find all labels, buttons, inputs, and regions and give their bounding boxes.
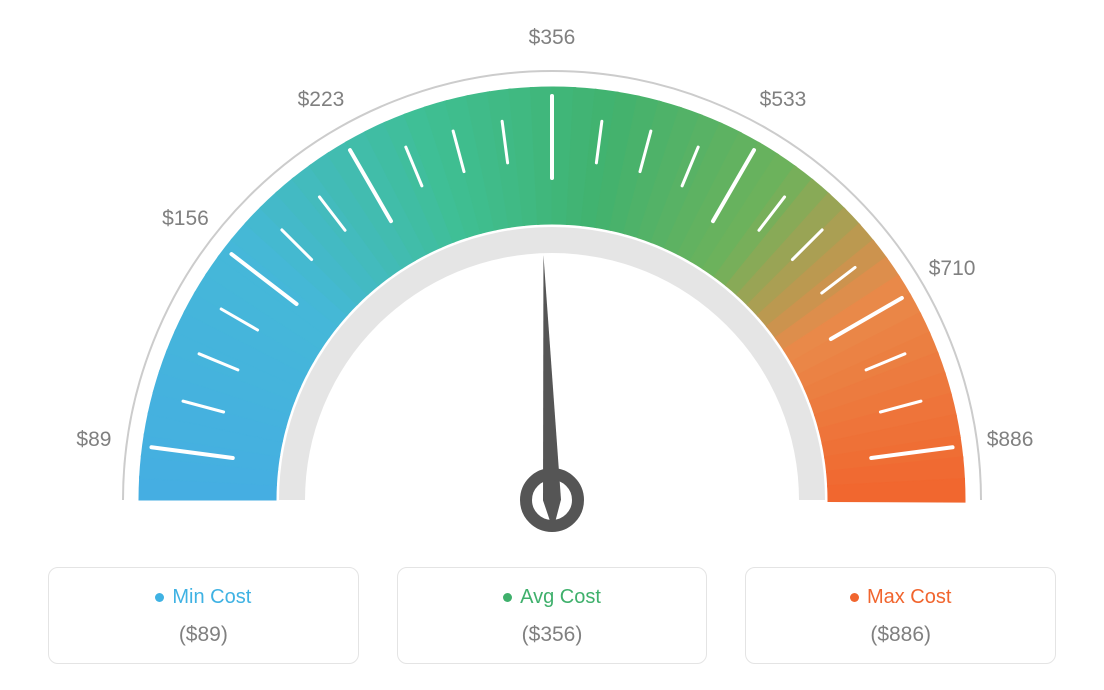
legend-title-text: Min Cost — [172, 586, 251, 609]
legend-value-avg: ($356) — [408, 623, 697, 647]
legend-title-text: Avg Cost — [520, 586, 601, 609]
legend-card-avg: Avg Cost ($356) — [397, 567, 708, 664]
legend-title-text: Max Cost — [867, 586, 951, 609]
gauge-tick-label: $356 — [529, 26, 576, 50]
cost-gauge-chart: $89 $156 $223 $356 $533 $710 $886 — [0, 0, 1104, 560]
gauge-tick-label: $89 — [76, 428, 111, 452]
legend-title-max: Max Cost — [850, 586, 951, 609]
legend-card-min: Min Cost ($89) — [48, 567, 359, 664]
legend-title-min: Min Cost — [155, 586, 251, 609]
gauge-tick-label: $156 — [162, 207, 209, 231]
legend-card-max: Max Cost ($886) — [745, 567, 1056, 664]
gauge-needle — [543, 255, 561, 530]
legend-title-avg: Avg Cost — [503, 586, 601, 609]
gauge-tick-label: $533 — [760, 88, 807, 112]
gauge-tick-label: $223 — [298, 88, 345, 112]
dot-icon — [850, 593, 859, 602]
dot-icon — [155, 593, 164, 602]
dot-icon — [503, 593, 512, 602]
gauge-tick-label: $886 — [987, 428, 1034, 452]
legend-value-max: ($886) — [756, 623, 1045, 647]
legend-row: Min Cost ($89) Avg Cost ($356) Max Cost … — [0, 567, 1104, 664]
gauge-tick-label: $710 — [929, 257, 976, 281]
legend-value-min: ($89) — [59, 623, 348, 647]
